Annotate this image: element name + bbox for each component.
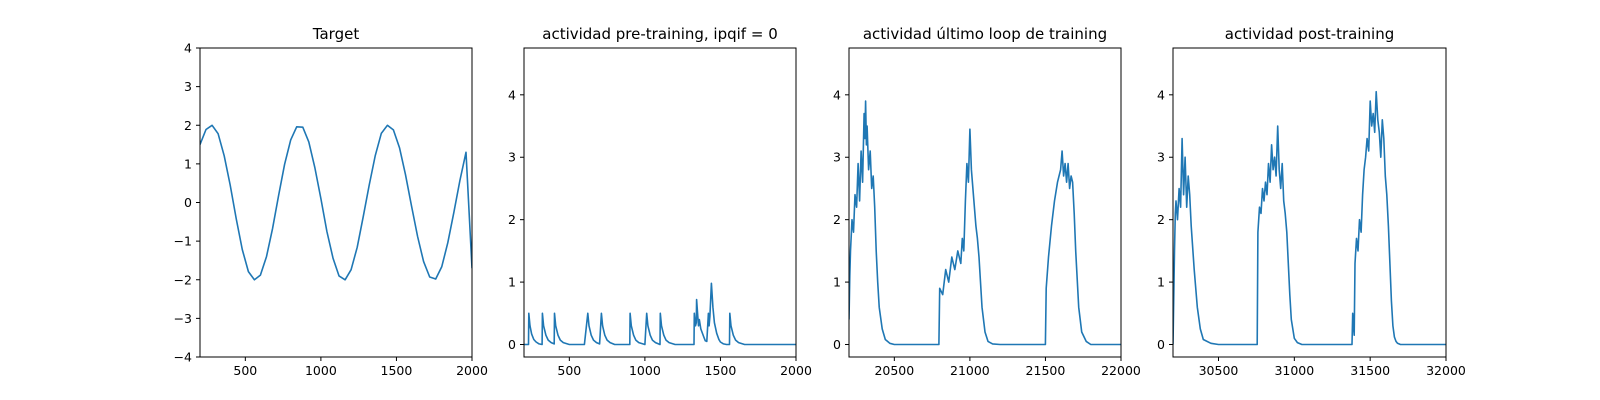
- chart-panel-1: Target 500 1000 1500 2000 −4 −3 −2 −1 0 1 2 3 4: [174, 25, 488, 378]
- x-tick-label: 20500: [874, 363, 914, 378]
- x-tick-label: 1000: [305, 363, 337, 378]
- y-tick-label: 4: [508, 87, 516, 102]
- y-tick-label: 1: [1157, 275, 1165, 290]
- y-tick-label: 2: [833, 212, 841, 227]
- plot-frame: [1172, 47, 1447, 358]
- plot-frame: [848, 47, 1122, 358]
- y-tick-label: 2: [1157, 212, 1165, 227]
- chart-title: actividad post-training: [1225, 25, 1394, 43]
- chart-title: actividad pre-training, ipqif = 0: [542, 25, 778, 43]
- y-tick-label: 1: [184, 156, 192, 171]
- x-tick-label: 31500: [1350, 363, 1390, 378]
- x-tick-label: 1500: [705, 363, 737, 378]
- y-tick-label: 0: [508, 337, 516, 352]
- x-tick-label: 32000: [1426, 363, 1466, 378]
- x-tick-label: 30500: [1199, 363, 1239, 378]
- x-tick-label: 22000: [1101, 363, 1141, 378]
- plot-frame: [523, 47, 797, 358]
- y-tick-label: 0: [1157, 337, 1165, 352]
- plot-frame: [199, 47, 473, 358]
- chart-title: Target: [312, 25, 360, 43]
- series-line-1: [1173, 90, 1446, 346]
- series-line-1: [200, 124, 472, 281]
- y-tick-label: 0: [184, 195, 192, 210]
- x-tick-label: 2000: [780, 363, 812, 378]
- y-tick-label: 3: [833, 150, 841, 165]
- y-tick-label: 4: [833, 87, 841, 102]
- x-tick-label: 1500: [381, 363, 413, 378]
- series-line-1: [524, 282, 796, 346]
- chart-panel-2: actividad pre-training, ipqif = 0 500 1000…: [508, 25, 812, 378]
- y-tick-label: 4: [1157, 87, 1165, 102]
- x-tick-label: 31000: [1274, 363, 1314, 378]
- x-tick-label: 21000: [950, 363, 990, 378]
- y-tick-label: 3: [1157, 150, 1165, 165]
- y-tick-label: −2: [174, 272, 192, 287]
- chart-title: actividad último loop de training: [863, 25, 1107, 43]
- y-tick-label: 1: [508, 275, 516, 290]
- y-tick-label: 4: [184, 41, 192, 56]
- y-tick-label: −1: [174, 234, 192, 249]
- y-tick-label: 2: [184, 118, 192, 133]
- series-line-1: [849, 100, 1121, 346]
- y-tick-label: −4: [174, 350, 192, 365]
- x-tick-label: 1000: [629, 363, 661, 378]
- y-tick-label: 1: [833, 275, 841, 290]
- x-tick-label: 2000: [456, 363, 488, 378]
- x-tick-label: 500: [557, 363, 581, 378]
- x-tick-label: 21500: [1026, 363, 1066, 378]
- y-tick-label: −3: [174, 311, 192, 326]
- y-tick-label: 3: [184, 79, 192, 94]
- y-tick-label: 3: [508, 150, 516, 165]
- y-tick-label: 2: [508, 212, 516, 227]
- x-tick-label: 500: [233, 363, 257, 378]
- y-tick-label: 0: [833, 337, 841, 352]
